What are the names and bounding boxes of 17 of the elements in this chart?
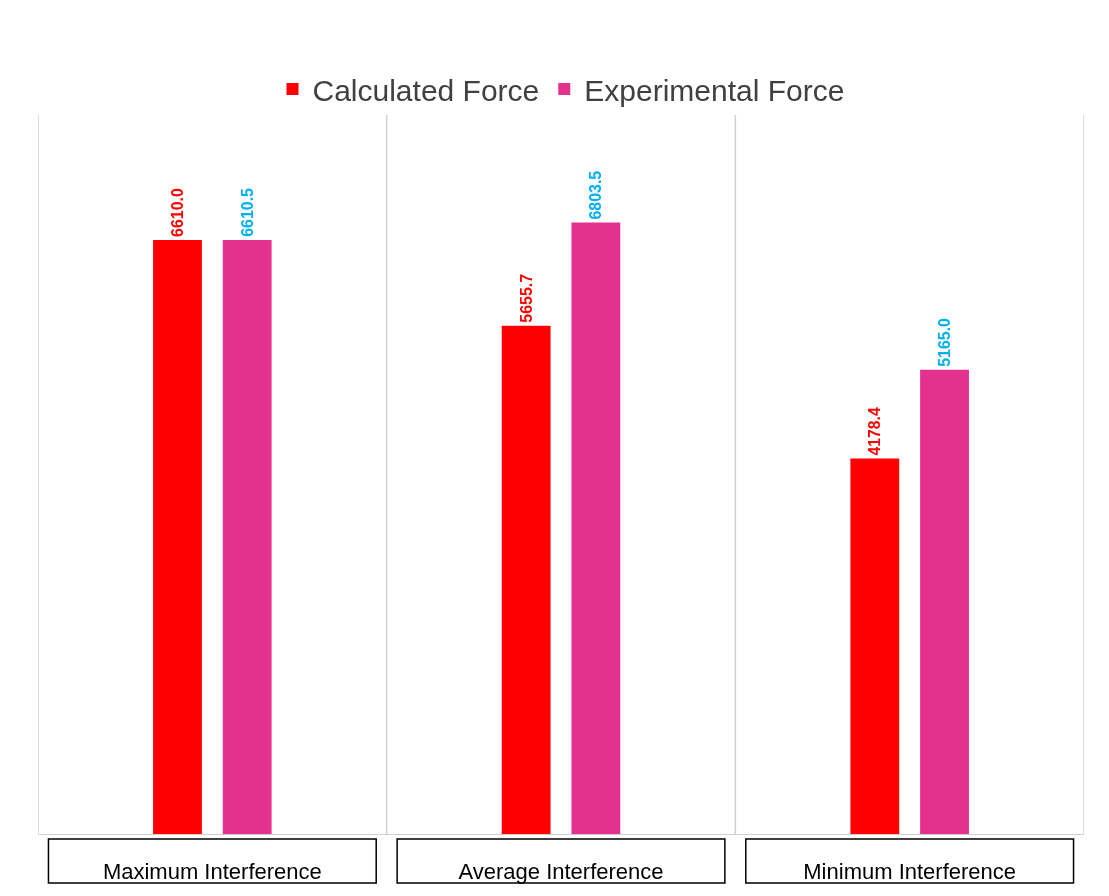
x-tick-label: Average Interference bbox=[458, 859, 664, 885]
data-label: 4178.4 bbox=[866, 407, 884, 456]
bar bbox=[222, 239, 272, 834]
bar bbox=[850, 458, 900, 834]
bar bbox=[501, 325, 551, 834]
legend-label: Experimental Force bbox=[584, 73, 845, 107]
data-label: 6610.5 bbox=[238, 187, 256, 237]
x-tick-label: Maximum Interference bbox=[102, 859, 322, 885]
data-label: 6803.5 bbox=[587, 170, 605, 220]
data-label: 6610.0 bbox=[169, 188, 187, 237]
legend-label: Calculated Force bbox=[312, 73, 540, 107]
bar bbox=[920, 369, 969, 834]
bar bbox=[153, 239, 202, 834]
data-label: 5165.0 bbox=[936, 317, 954, 367]
x-tick-label: Minimum Interference bbox=[803, 859, 1017, 885]
data-label: 5655.7 bbox=[517, 273, 535, 323]
bar bbox=[571, 222, 621, 834]
